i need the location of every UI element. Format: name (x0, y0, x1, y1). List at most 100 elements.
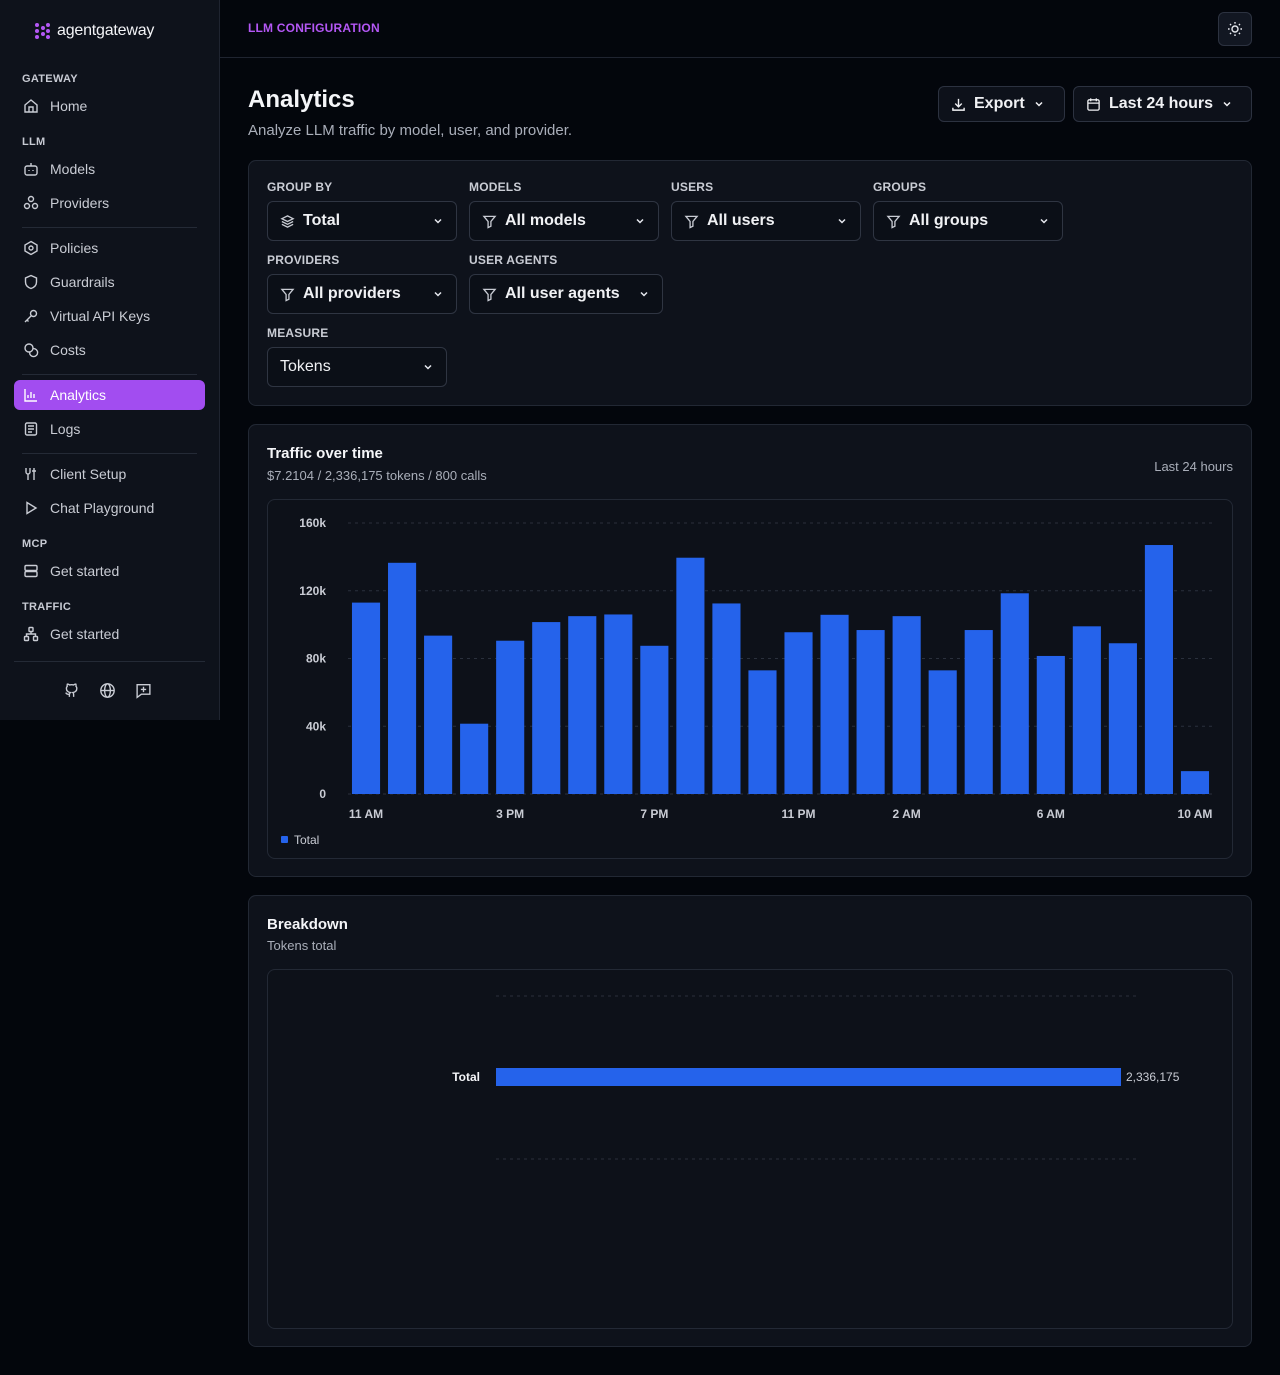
sidebar-item-mcp-get-started[interactable]: Get started (14, 556, 205, 586)
sidebar-item-costs[interactable]: Costs (14, 335, 205, 365)
groups-select[interactable]: All groups (873, 201, 1063, 241)
export-label: Export (974, 95, 1025, 112)
sidebar-item-providers[interactable]: Providers (14, 188, 205, 218)
coins-icon (24, 343, 39, 358)
x-tick-label: 6 AM (1037, 807, 1065, 821)
chart-bar (460, 723, 489, 794)
sidebar-item-label: Providers (50, 195, 110, 211)
layers-icon (280, 214, 295, 228)
sidebar-item-guardrails[interactable]: Guardrails (14, 267, 205, 297)
bot-icon (24, 163, 38, 176)
sidebar: agentgateway GATEWAY Home LLM Models Pro… (0, 0, 220, 720)
section-llm: LLM (22, 136, 46, 148)
sidebar-item-label: Costs (50, 342, 86, 358)
filter-icon (280, 288, 295, 302)
chart-bar (496, 1068, 1121, 1086)
download-icon (952, 98, 965, 111)
filter-icon (684, 215, 699, 229)
plug-icon (25, 468, 36, 480)
sidebar-item-virtual-api-keys[interactable]: Virtual API Keys (14, 301, 205, 331)
user-agents-select[interactable]: All user agents (469, 274, 663, 314)
measure-value: Tokens (280, 358, 331, 375)
chart-bar (388, 562, 417, 794)
legend-swatch (281, 836, 288, 843)
chart-bar (496, 640, 525, 794)
x-tick-label: 2 AM (893, 807, 921, 821)
sidebar-item-client-setup[interactable]: Client Setup (14, 459, 205, 489)
category-label: Total (452, 1070, 480, 1084)
sidebar-item-chat-playground[interactable]: Chat Playground (14, 493, 205, 523)
chart-bar (1072, 626, 1101, 794)
sidebar-divider (22, 374, 197, 375)
shield-icon (24, 274, 38, 290)
user-agents-label: USER AGENTS (469, 253, 558, 267)
chart-bar (568, 616, 597, 794)
topbar: LLM CONFIGURATION (220, 0, 1280, 58)
filter-icon (482, 288, 497, 302)
sidebar-item-label: Guardrails (50, 274, 115, 290)
chevron-down-icon (640, 291, 648, 297)
measure-label: MEASURE (267, 326, 329, 340)
group-by-label: GROUP BY (267, 180, 333, 194)
models-value: All models (505, 212, 586, 229)
providers-select[interactable]: All providers (267, 274, 457, 314)
chart-bar (1144, 545, 1173, 794)
sidebar-item-home[interactable]: Home (14, 91, 205, 121)
play-icon (26, 501, 38, 515)
sidebar-item-label: Get started (50, 563, 120, 579)
sidebar-item-models[interactable]: Models (14, 154, 205, 184)
measure-select[interactable]: Tokens (267, 347, 447, 387)
export-button[interactable]: Export (938, 86, 1065, 122)
breakdown-title: Breakdown (267, 916, 348, 933)
models-label: MODELS (469, 180, 522, 194)
chart-bar (928, 670, 957, 794)
groups-value: All groups (909, 212, 989, 229)
date-range-button[interactable]: Last 24 hours (1073, 86, 1252, 122)
chart-bar (784, 632, 813, 794)
brand-logo[interactable]: agentgateway (34, 22, 154, 40)
chart-bar (604, 614, 633, 794)
users-select[interactable]: All users (671, 201, 861, 241)
sidebar-item-label: Get started (50, 626, 120, 642)
network-icon (23, 626, 39, 642)
chart-bar (820, 614, 849, 794)
chart-bar (532, 622, 561, 794)
breadcrumb[interactable]: LLM CONFIGURATION (248, 21, 380, 35)
home-icon (24, 99, 38, 113)
chevron-down-icon (838, 218, 846, 224)
sidebar-item-traffic-get-started[interactable]: Get started (14, 619, 205, 649)
chevron-down-icon (434, 218, 442, 224)
agentgateway-logo-icon (35, 23, 50, 39)
chevron-down-icon (1223, 101, 1231, 107)
breakdown-chart-panel: Total 2,336,175 (267, 969, 1233, 1329)
chart-bar (712, 603, 741, 794)
group-by-value: Total (303, 212, 341, 229)
x-tick-label: 7 PM (640, 807, 668, 821)
group-by-select[interactable]: Total (267, 201, 457, 241)
traffic-title: Traffic over time (267, 445, 383, 462)
github-icon[interactable] (63, 682, 80, 699)
traffic-range: Last 24 hours (1154, 459, 1233, 474)
sidebar-item-logs[interactable]: Logs (14, 414, 205, 444)
sidebar-item-policies[interactable]: Policies (14, 233, 205, 263)
sidebar-item-analytics[interactable]: Analytics (14, 380, 205, 410)
y-tick-label: 0 (319, 787, 326, 801)
sidebar-divider (14, 661, 205, 662)
chart-bar (424, 635, 453, 794)
globe-icon[interactable] (99, 682, 116, 699)
sidebar-item-label: Client Setup (50, 466, 127, 482)
models-select[interactable]: All models (469, 201, 659, 241)
sidebar-item-label: Logs (50, 421, 81, 437)
traffic-chart-panel: 0 40k 80k 120k 160k 11 AM 3 PM 7 PM 11 PM 2 AM 6 A… (267, 499, 1233, 859)
chart-bar (676, 557, 705, 794)
section-traffic: TRAFFIC (22, 601, 72, 613)
data-label: 2,336,175 (1126, 1070, 1180, 1084)
y-tick-label: 80k (306, 652, 326, 666)
groups-label: GROUPS (873, 180, 927, 194)
chart-bar (964, 630, 993, 794)
theme-toggle-button[interactable] (1218, 12, 1252, 46)
providers-value: All providers (303, 285, 401, 302)
section-gateway: GATEWAY (22, 73, 78, 85)
y-tick-label: 120k (299, 584, 326, 598)
feedback-icon[interactable] (135, 682, 152, 699)
